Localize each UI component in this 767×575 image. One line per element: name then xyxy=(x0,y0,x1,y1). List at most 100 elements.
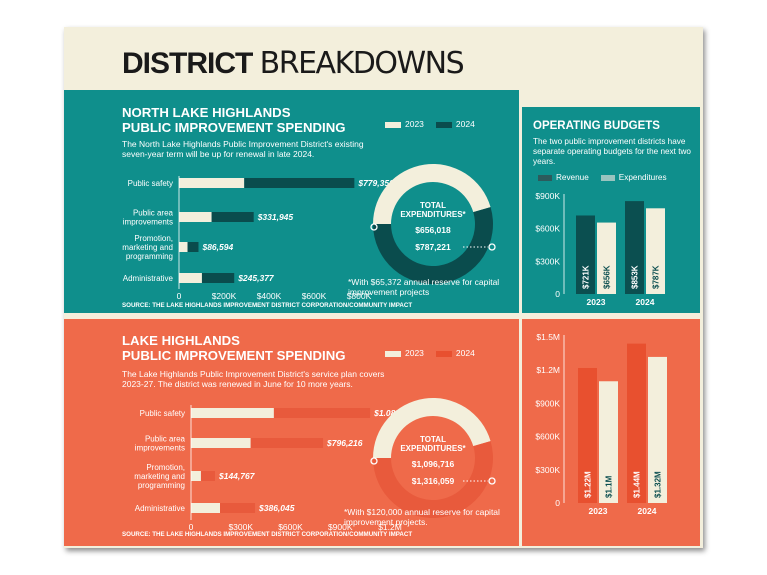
bar-2023 xyxy=(179,242,188,252)
x-tick-label: $600K xyxy=(278,522,303,532)
category-label: programming xyxy=(126,252,173,261)
category-label: Promotion, xyxy=(146,463,185,472)
bar-2024 xyxy=(220,503,256,513)
y-tick-label: 0 xyxy=(555,498,560,508)
expenditure-data-label: $1.32M xyxy=(654,471,663,498)
expenditure-data-label: $787K xyxy=(652,265,661,289)
expenditure-bar xyxy=(648,356,667,503)
data-label: $779,350 xyxy=(357,178,394,188)
x-tick-label: $1.2M xyxy=(378,522,402,532)
category-label: Promotion, xyxy=(134,234,173,243)
bar-2023 xyxy=(179,273,202,283)
revenue-bar xyxy=(576,215,595,294)
expenditure-bar xyxy=(646,208,665,294)
ops-lh-panel: 0 $300K $600K $900K $1.2M $1.5M $1.22M $1.1M 202… xyxy=(522,319,700,546)
x-category-label: 2023 xyxy=(587,297,606,307)
total-2023-label: $1,096,716 xyxy=(412,459,455,469)
category-label: marketing and xyxy=(134,472,185,481)
revenue-bar xyxy=(578,367,597,503)
revenue-data-label: $1.44M xyxy=(633,471,642,498)
nlh-title: NORTH LAKE HIGHLANDS PUBLIC IMPROVEMENT S… xyxy=(122,105,346,135)
expenditure-data-label: $656K xyxy=(603,265,612,289)
nlh-bar-chart: Public safety $779,350 Public areaimprovem… xyxy=(122,176,394,301)
bar-2023 xyxy=(191,503,221,513)
bar-2023 xyxy=(191,408,274,418)
bar-2024 xyxy=(244,178,355,188)
y-tick-label: $1.5M xyxy=(536,332,560,342)
bar-2023 xyxy=(191,471,201,481)
nlh-description: The North Lake Highlands Public Improvem… xyxy=(122,139,364,159)
total-2024-label: $1,316,059 xyxy=(412,476,455,486)
revenue-bar xyxy=(627,343,646,503)
lh-footnote: *With $120,000 annual reserve for capita… xyxy=(344,507,500,527)
ops-description: The two public improvement districts hav… xyxy=(533,137,691,166)
y-tick-label: $600K xyxy=(535,224,560,234)
donut-slice-2023 xyxy=(373,398,491,458)
bar-2024 xyxy=(201,273,235,283)
data-label: $144,767 xyxy=(218,471,256,481)
category-label: Administrative xyxy=(135,504,186,513)
y-tick-label: $900K xyxy=(535,398,560,408)
x-category-label: 2024 xyxy=(636,297,655,307)
bar-2024 xyxy=(250,438,324,448)
y-tick-label: $300K xyxy=(535,256,560,266)
donut-slice-2024 xyxy=(373,207,493,285)
total-2023-label: $656,018 xyxy=(415,225,451,235)
ops-nlh-chart: 0 $300K $600K $900K $721K $656K 2023 $853K $787K… xyxy=(535,191,665,307)
x-category-label: 2023 xyxy=(589,506,608,516)
category-label: Public area xyxy=(133,209,174,218)
data-label: $796,216 xyxy=(326,438,363,448)
category-label: Public safety xyxy=(140,409,185,418)
lh-legend: 2023 2024 xyxy=(385,348,475,358)
y-tick-label: 0 xyxy=(555,289,560,299)
category-label: improvements xyxy=(135,444,185,453)
lh-panel: LAKE HIGHLANDS PUBLIC IMPROVEMENT SPENDIN… xyxy=(64,319,519,546)
donut-title-2: EXPENDITURES* xyxy=(400,444,466,453)
x-category-label: 2024 xyxy=(638,506,657,516)
nlh-panel: NORTH LAKE HIGHLANDS PUBLIC IMPROVEMENT S… xyxy=(64,90,519,313)
x-tick-label: 0 xyxy=(189,522,194,532)
category-label: improvements xyxy=(123,218,173,227)
bar-2023 xyxy=(191,438,251,448)
category-label: Public area xyxy=(145,435,186,444)
expenditure-bar xyxy=(597,222,616,294)
lh-title: LAKE HIGHLANDS PUBLIC IMPROVEMENT SPENDIN… xyxy=(122,333,346,363)
data-label: $331,945 xyxy=(257,212,294,222)
x-tick-label: $900K xyxy=(328,522,353,532)
lh-source: SOURCE: THE LAKE HIGHLANDS IMPROVEMENT D… xyxy=(122,531,413,538)
revenue-data-label: $1.22M xyxy=(584,471,593,498)
expenditure-bar xyxy=(599,381,618,503)
bar-2024 xyxy=(273,408,371,418)
marker-2024 xyxy=(488,477,496,485)
y-tick-label: $900K xyxy=(535,191,560,201)
donut-title-1: TOTAL xyxy=(420,435,446,444)
marker-2023 xyxy=(370,457,378,465)
category-label: Administrative xyxy=(123,274,174,283)
ops-lh-chart: 0 $300K $600K $900K $1.2M $1.5M $1.22M $1.1M 202… xyxy=(535,332,667,516)
ops-title: OPERATING BUDGETS xyxy=(533,120,660,132)
bar-2024 xyxy=(211,212,254,222)
data-label: $386,045 xyxy=(258,503,295,513)
revenue-bar xyxy=(625,201,644,294)
ops-legend: Revenue Expenditures xyxy=(538,173,667,182)
category-label: Public safety xyxy=(128,179,173,188)
lh-description: The Lake Highlands Public Improvement Di… xyxy=(122,369,385,389)
donut-title-2: EXPENDITURES* xyxy=(400,210,466,219)
data-label: $245,377 xyxy=(237,273,275,283)
bar-2023 xyxy=(179,212,212,222)
y-tick-label: $1.2M xyxy=(536,365,560,375)
data-label: $1.08M xyxy=(373,408,403,418)
x-tick-label: $300K xyxy=(228,522,253,532)
x-tick-label: $800K xyxy=(347,291,372,301)
donut-title-1: TOTAL xyxy=(420,201,446,210)
y-tick-label: $300K xyxy=(535,465,560,475)
category-label: marketing and xyxy=(122,243,173,252)
revenue-data-label: $853K xyxy=(631,265,640,289)
lh-bar-chart: Public safety $1.08M Public areaimprovemen… xyxy=(134,405,403,532)
donut-slice-2024 xyxy=(373,441,493,518)
donut-slice-2023 xyxy=(373,164,491,224)
bar-2024 xyxy=(187,242,199,252)
category-label: programming xyxy=(138,481,185,490)
